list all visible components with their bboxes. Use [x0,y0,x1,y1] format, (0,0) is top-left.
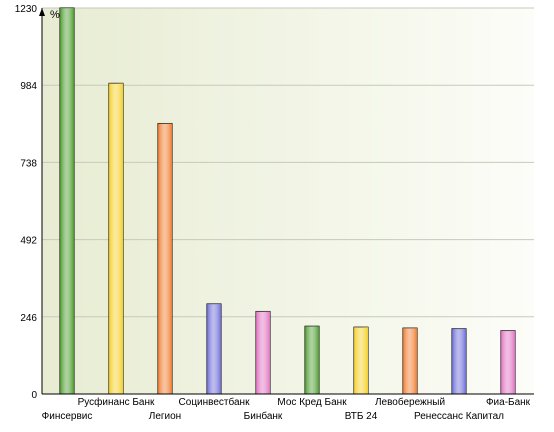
x-tick-label: Бинбанк [244,410,283,422]
y-tick-label: 738 [20,158,37,169]
y-tick-label: 0 [31,390,37,401]
x-tick-labels: Финсервис Русфинанс Банк Легион Социнвестба… [42,396,531,422]
y-tick-label: 1230 [15,4,38,15]
x-tick-label: Легион [149,411,181,422]
x-tick-label: Левобережный [375,396,445,408]
x-tick-label: Мос Кред Банк [277,397,347,408]
bar-1-shading [60,8,74,394]
y-tick-label: 246 [20,313,37,324]
x-tick-label: Финсервис [42,411,93,422]
x-tick-label: Ренессанс Капитал [414,411,504,422]
bar-3-shading [158,123,172,394]
axes: % [39,8,534,395]
x-tick-label: ВТБ 24 [345,411,378,422]
bar-7-shading [354,327,368,394]
y-axis-unit: % [50,9,60,21]
bar-6-shading [305,326,319,394]
y-tick-label: 492 [20,236,37,247]
gridlines [42,7,534,318]
bar-4-shading [207,303,221,394]
bar-8-shading [403,328,417,394]
x-tick-label: Фиа-Банк [486,397,531,408]
bar-series [59,7,516,395]
x-tick-label: Русфинанс Банк [78,396,155,408]
y-axis-arrow-icon [39,8,45,16]
y-tick-label: 984 [20,81,37,92]
x-tick-label: Социнвестбанк [179,396,251,408]
bar-2-shading [109,83,123,394]
y-tick-labels: 1230 984 738 492 246 0 [15,4,38,401]
bar-10-shading [501,330,515,394]
bar-9-shading [452,328,466,394]
bar-5-shading [256,311,270,394]
